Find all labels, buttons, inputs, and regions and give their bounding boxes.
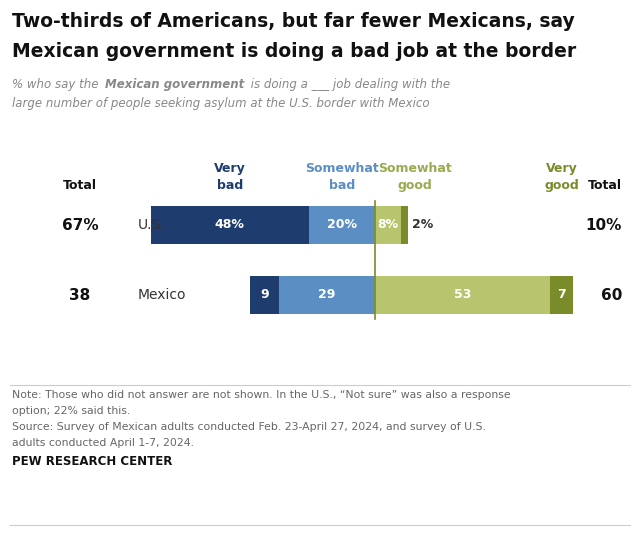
Text: bad: bad [329,179,355,192]
Text: PEW RESEARCH CENTER: PEW RESEARCH CENTER [12,455,172,468]
Text: 48%: 48% [215,219,244,232]
Bar [375,276,550,314]
Text: is doing a ___ job dealing with the: is doing a ___ job dealing with the [247,78,450,91]
Text: 29: 29 [319,288,336,301]
Bar [250,276,279,314]
Text: Somewhat: Somewhat [305,162,379,175]
Text: 2%: 2% [412,219,433,232]
Text: 9: 9 [260,288,269,301]
Text: Mexican government: Mexican government [105,78,244,91]
Text: Total: Total [588,179,622,192]
Text: U.S.: U.S. [138,218,166,232]
Bar [375,206,401,244]
Text: 10%: 10% [586,218,622,233]
Text: 8%: 8% [378,219,399,232]
Text: Mexico: Mexico [138,288,186,302]
Bar [401,206,408,244]
Text: large number of people seeking asylum at the U.S. border with Mexico: large number of people seeking asylum at… [12,97,429,110]
Bar [550,276,573,314]
Text: Very: Very [545,162,577,175]
Text: good: good [398,179,433,192]
Text: 20%: 20% [327,219,357,232]
Text: Two-thirds of Americans, but far fewer Mexicans, say: Two-thirds of Americans, but far fewer M… [12,12,575,31]
Text: adults conducted April 1-7, 2024.: adults conducted April 1-7, 2024. [12,438,194,448]
Text: 67%: 67% [61,218,99,233]
Text: Note: Those who did not answer are not shown. In the U.S., “Not sure” was also a: Note: Those who did not answer are not s… [12,390,511,400]
Text: option; 22% said this.: option; 22% said this. [12,406,131,416]
Bar [150,206,309,244]
Text: Somewhat: Somewhat [378,162,452,175]
Text: % who say the: % who say the [12,78,102,91]
Bar [309,206,375,244]
Text: 60: 60 [600,287,622,302]
Bar [279,276,375,314]
Text: Source: Survey of Mexican adults conducted Feb. 23-April 27, 2024, and survey of: Source: Survey of Mexican adults conduct… [12,422,486,432]
Text: good: good [544,179,579,192]
Text: Total: Total [63,179,97,192]
Text: 7: 7 [557,288,566,301]
Text: 53: 53 [454,288,471,301]
Text: Mexican government is doing a bad job at the border: Mexican government is doing a bad job at… [12,42,576,61]
Text: Very: Very [214,162,246,175]
Text: bad: bad [217,179,243,192]
Text: 38: 38 [69,287,91,302]
